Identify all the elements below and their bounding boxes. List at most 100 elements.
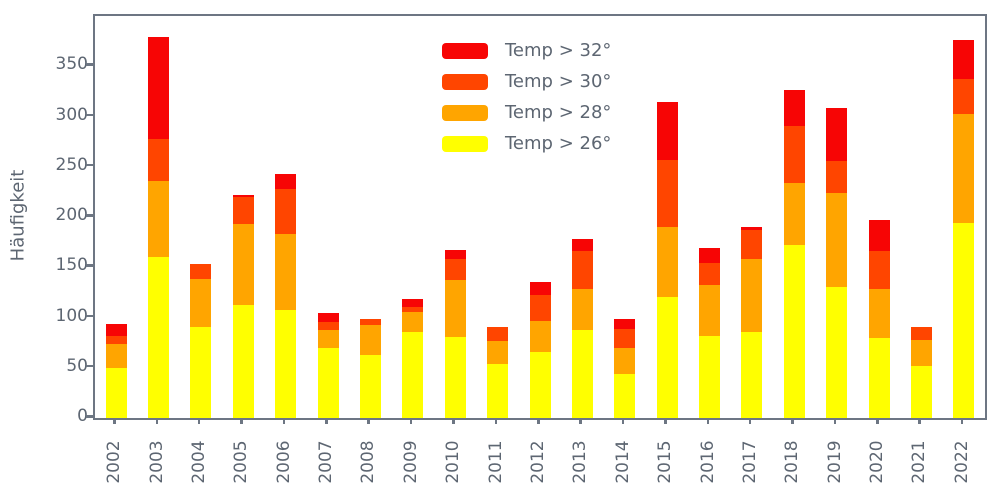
x-tick-mark-2014	[621, 417, 625, 424]
bar-segment-2020-30deg	[868, 251, 890, 290]
x-tick-mark-2022	[960, 417, 964, 424]
bar-segment-2007-32deg	[317, 312, 339, 322]
x-tick-mark-2012	[537, 417, 540, 424]
y-tick-mark-150	[86, 264, 93, 267]
x-tick-mark-2021	[918, 417, 921, 424]
x-tick-label-2014: 2014	[612, 440, 633, 484]
y-tick-label-0: 0	[77, 406, 88, 426]
bar-segment-2018-32deg	[783, 90, 805, 126]
y-tick-mark-0	[86, 415, 93, 418]
bar-segment-2007-30deg	[317, 321, 339, 330]
bar-segment-2006-26deg	[275, 310, 297, 418]
legend-item-26deg: Temp > 26°	[442, 128, 611, 159]
bar-segment-2015-28deg	[656, 227, 678, 298]
x-tick-label-2004: 2004	[188, 440, 209, 484]
x-tick-mark-2003	[155, 417, 159, 424]
bar-segment-2018-28deg	[783, 182, 805, 246]
x-tick-label-2009: 2009	[400, 440, 421, 484]
bar-segment-2006-28deg	[275, 234, 297, 311]
x-tick-label-2015: 2015	[655, 440, 676, 484]
legend-swatch-icon	[442, 135, 488, 152]
bar-segment-2019-30deg	[826, 160, 848, 193]
x-tick-mark-2017	[748, 417, 752, 424]
y-tick-mark-350	[86, 63, 93, 66]
y-tick-label-250: 250	[55, 154, 88, 175]
bar-segment-2014-32deg	[614, 318, 636, 329]
x-tick-label-2005: 2005	[231, 440, 252, 484]
y-tick-mark-300	[86, 113, 93, 116]
bar-segment-2021-28deg	[910, 339, 932, 366]
bar-segment-2013-32deg	[571, 239, 593, 252]
x-tick-label-2021: 2021	[909, 440, 930, 484]
bar-segment-2022-32deg	[953, 40, 975, 80]
x-tick-label-2018: 2018	[782, 440, 803, 484]
x-tick-mark-2010	[452, 417, 455, 424]
bar-segment-2012-26deg	[529, 351, 551, 418]
x-tick-label-2012: 2012	[528, 440, 548, 484]
x-tick-mark-2009	[409, 417, 413, 424]
legend: Temp > 32° Temp > 30° Temp > 28° Temp > 26°	[442, 35, 611, 159]
bar-segment-2009-28deg	[402, 312, 424, 332]
bar-segment-2018-26deg	[783, 245, 805, 418]
x-tick-mark-2007	[325, 417, 328, 424]
bar-segment-2020-28deg	[868, 289, 890, 338]
x-tick-mark-2015	[664, 417, 667, 424]
bar-segment-2013-26deg	[571, 329, 593, 418]
x-tick-label-2008: 2008	[358, 440, 379, 484]
x-tick-mark-2004	[197, 417, 201, 424]
legend-label: Temp > 30°	[505, 71, 612, 92]
x-tick-label-2010: 2010	[443, 440, 464, 484]
bar-segment-2002-28deg	[105, 343, 127, 368]
bar-segment-2015-30deg	[656, 159, 678, 228]
bar-segment-2007-28deg	[317, 329, 339, 348]
legend-swatch-icon	[442, 42, 488, 59]
bar-segment-2005-30deg	[232, 196, 254, 225]
bar-segment-2019-26deg	[826, 287, 848, 418]
bar-segment-2009-30deg	[402, 307, 424, 313]
x-tick-label-2003: 2003	[146, 440, 167, 484]
legend-item-32deg: Temp > 32°	[442, 35, 611, 66]
x-tick-mark-2002	[113, 417, 116, 424]
bar-segment-2017-32deg	[741, 227, 763, 231]
bar-segment-2004-30deg	[190, 264, 212, 280]
legend-swatch-icon	[442, 104, 488, 121]
bar-segment-2006-30deg	[275, 188, 297, 235]
bar-segment-2008-26deg	[359, 354, 381, 418]
bar-segment-2007-26deg	[317, 347, 339, 418]
bar-segment-2016-30deg	[699, 263, 721, 286]
bar-segment-2010-26deg	[444, 336, 466, 418]
bar-segment-2003-30deg	[148, 138, 170, 181]
bar-segment-2016-32deg	[699, 248, 721, 264]
x-tick-label-2022: 2022	[951, 440, 972, 484]
bar-segment-2005-26deg	[232, 305, 254, 418]
bar-segment-2011-28deg	[487, 340, 509, 364]
bar-segment-2014-26deg	[614, 373, 636, 418]
bar-segment-2019-32deg	[826, 108, 848, 161]
y-tick-label-350: 350	[55, 54, 88, 75]
plot-area: Temp > 32° Temp > 30° Temp > 28° Temp > 26°	[93, 14, 987, 420]
bar-segment-2016-28deg	[699, 285, 721, 336]
y-tick-label-50: 50	[66, 355, 88, 376]
bar-segment-2016-26deg	[699, 335, 721, 418]
bar-segment-2018-30deg	[783, 125, 805, 183]
x-tick-label-2007: 2007	[316, 440, 337, 484]
bar-segment-2005-28deg	[232, 224, 254, 306]
x-tick-label-2016: 2016	[697, 440, 718, 484]
bar-segment-2006-32deg	[275, 173, 297, 189]
bar-segment-2022-30deg	[953, 79, 975, 114]
x-tick-mark-2019	[833, 417, 837, 424]
bar-segment-2012-32deg	[529, 282, 551, 296]
bar-segment-2009-26deg	[402, 331, 424, 418]
legend-label: Temp > 32°	[505, 40, 612, 61]
x-tick-mark-2005	[240, 417, 243, 424]
y-tick-label-200: 200	[55, 205, 88, 225]
x-tick-mark-2016	[706, 417, 710, 424]
x-tick-label-2017: 2017	[739, 440, 760, 484]
bar-segment-2022-26deg	[953, 223, 975, 418]
bar-segment-2010-28deg	[444, 280, 466, 337]
x-tick-mark-2011	[494, 417, 498, 424]
bar-segment-2002-32deg	[105, 323, 127, 336]
bar-segment-2020-26deg	[868, 337, 890, 418]
y-tick-mark-100	[86, 314, 93, 317]
